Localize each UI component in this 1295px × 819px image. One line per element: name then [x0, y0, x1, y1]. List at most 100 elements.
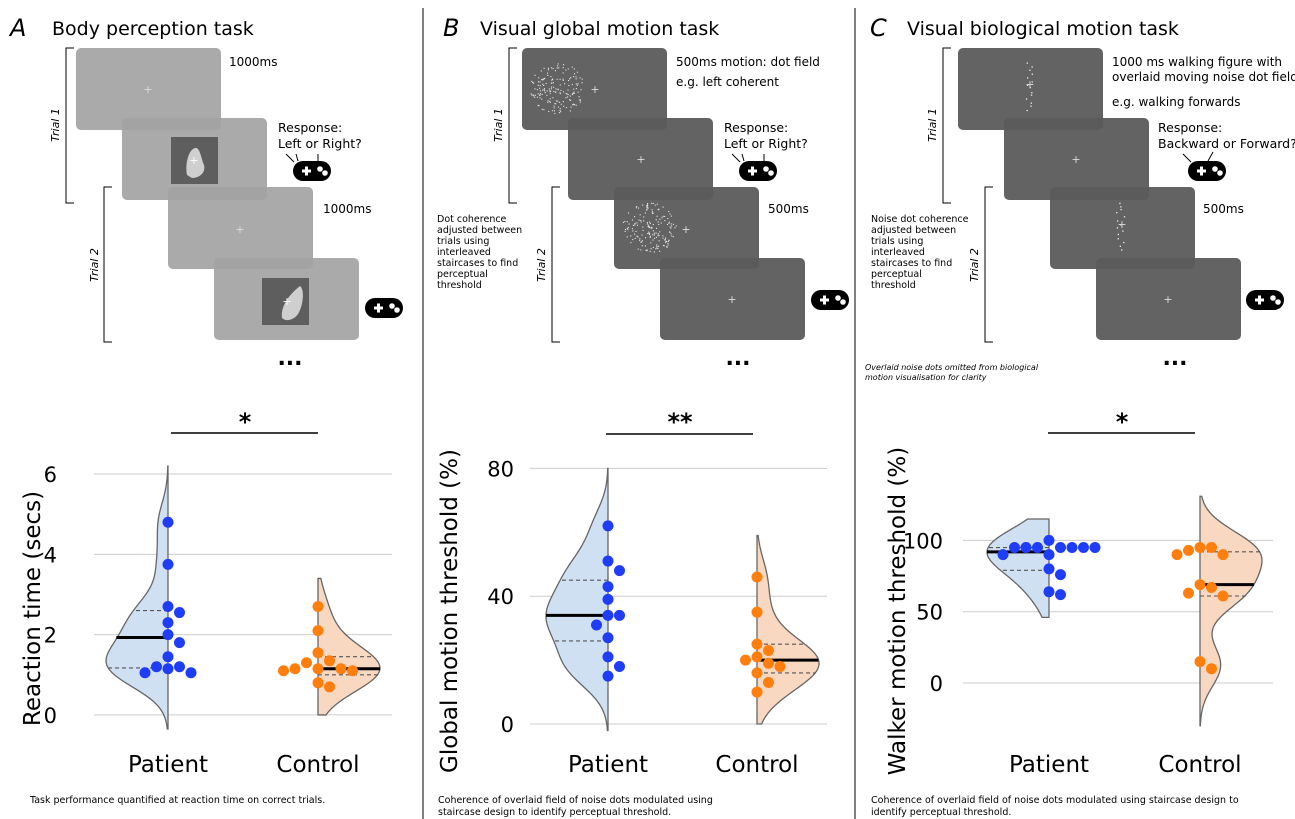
gamepad-icon	[1182, 151, 1226, 181]
stimulus-dot	[670, 233, 672, 235]
stimulus-dot	[543, 67, 545, 69]
caption: staircase design to identify perceptual …	[438, 807, 671, 818]
walker-dots	[1025, 62, 1033, 112]
stimulus-dot	[1031, 73, 1033, 75]
stimulus-dot	[1026, 62, 1028, 64]
svg-text:interleaved: interleaved	[437, 247, 491, 258]
stimulus-dot	[647, 205, 649, 207]
stimulus-dot	[571, 66, 573, 68]
stimulus-dot	[627, 212, 630, 214]
stimulus-dot	[634, 216, 636, 218]
stimulus-dot	[573, 104, 576, 106]
x-tick-label: Patient	[568, 752, 648, 778]
stimulus-dot	[558, 67, 560, 69]
stimulus-dot	[559, 109, 561, 112]
trial-bracket	[65, 47, 74, 204]
stimulus-dot	[632, 230, 634, 232]
stimulus-dot	[642, 204, 644, 206]
stimulus-dot	[649, 221, 651, 223]
stimulus-dot	[665, 241, 667, 243]
stimulus-dot	[1120, 208, 1122, 211]
stimulus-dot	[1116, 212, 1118, 214]
stimulus-dot	[659, 231, 661, 233]
stimulus-dot	[639, 239, 641, 241]
stimulus-dot	[662, 206, 664, 208]
stimulus-dot	[668, 239, 670, 242]
trial-bracket	[984, 186, 993, 343]
chart-a: 0 2 4 6 Reaction time (secs) Patient Control	[20, 463, 392, 778]
stimulus-dot	[627, 226, 629, 229]
stimulus-dot	[646, 208, 648, 210]
fixation-cross: +	[143, 83, 152, 96]
data-point-patient	[1055, 569, 1066, 581]
screen-text: Left or Right?	[278, 136, 362, 151]
stimulus-dot	[658, 240, 660, 242]
stimulus-dot	[544, 77, 546, 79]
stimulus-dot	[563, 91, 565, 93]
stimulus-screen	[1004, 118, 1149, 200]
stimulus-dot	[662, 237, 664, 239]
gamepad-icon	[1246, 290, 1284, 310]
stimulus-dot	[578, 96, 580, 98]
stimulus-dot	[554, 91, 556, 93]
fixation-cross: +	[1025, 78, 1034, 91]
y-tick-label: 4	[44, 543, 57, 567]
data-point-patient	[1032, 542, 1043, 554]
stimulus-dot	[649, 250, 651, 252]
screen-text: Response:	[278, 120, 342, 135]
stimulus-dot	[541, 98, 543, 100]
stimulus-dot	[539, 94, 541, 96]
ellipsis: ...	[1162, 346, 1187, 371]
data-point-patient	[1055, 542, 1066, 554]
stimulus-dot	[547, 74, 549, 76]
stimulus-dot	[557, 106, 559, 108]
stimulus-dot	[648, 226, 650, 228]
stimulus-dot	[656, 244, 658, 246]
svg-text:trials using: trials using	[437, 236, 489, 247]
data-point-control	[751, 667, 763, 679]
data-point-patient	[614, 661, 625, 673]
stimulus-dot	[548, 110, 550, 113]
stimulus-dot	[553, 90, 555, 93]
stimulus-dot	[647, 225, 649, 227]
stimulus-dot	[565, 93, 567, 95]
stimulus-dot	[555, 103, 557, 105]
stimulus-dot	[565, 69, 567, 71]
stimulus-dot	[1121, 249, 1123, 251]
stimulus-dot	[541, 108, 543, 110]
stimulus-dot	[579, 99, 581, 101]
data-point-patient	[591, 619, 602, 631]
stimulus-dot	[649, 236, 651, 238]
trial-label: Trial 2	[88, 248, 101, 282]
stimulus-dot	[1030, 94, 1033, 96]
stimulus-dot	[648, 226, 651, 228]
screen-text: 500ms	[768, 202, 809, 216]
stimulus-dot	[657, 233, 659, 235]
stimulus-dot	[570, 99, 572, 101]
stimulus-dot	[546, 90, 548, 92]
stimulus-dot	[636, 235, 638, 237]
data-point-control	[751, 606, 763, 618]
y-tick-label: 40	[487, 585, 514, 609]
svg-text:threshold: threshold	[871, 280, 916, 291]
data-point-patient	[162, 516, 174, 528]
stimulus-dot	[543, 78, 545, 80]
y-tick-label: 100	[903, 529, 943, 553]
stimulus-dot	[544, 90, 546, 92]
x-tick-label: Control	[715, 752, 798, 778]
stimulus-dot	[569, 110, 571, 112]
stimulus-dot	[1029, 69, 1031, 71]
stimulus-dot	[532, 94, 534, 96]
stimulus-dot	[547, 100, 549, 102]
stimulus-dot	[635, 230, 637, 233]
trial-label: Trial 1	[926, 108, 939, 142]
data-point-patient	[614, 565, 625, 577]
stimulus-dot	[575, 104, 577, 106]
stimulus-dot	[546, 72, 549, 74]
data-point-patient	[1043, 549, 1055, 561]
stimulus-dot	[640, 241, 642, 243]
stimulus-dot	[641, 241, 643, 243]
stimulus-dot	[652, 223, 654, 226]
stimulus-dot	[554, 112, 556, 115]
stimulus-dot	[556, 67, 558, 69]
